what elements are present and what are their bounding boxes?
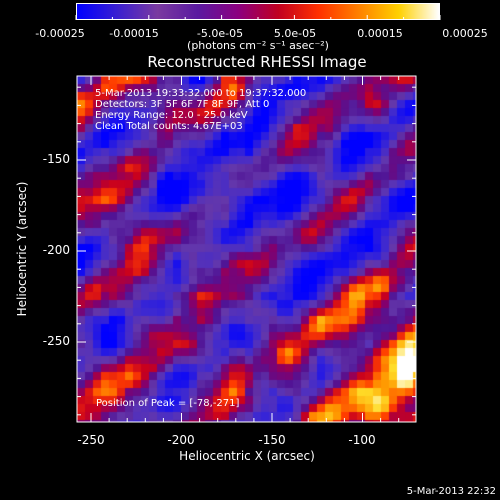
flux-map: [77, 76, 416, 422]
plot-border: [76, 75, 417, 423]
colorbar-label: 5.0e-05: [273, 27, 317, 40]
y-tick-label: -150: [42, 152, 70, 166]
detectors-info: Detectors: 3F 5F 6F 7F 8F 9F, Att 0: [95, 99, 270, 110]
time-range: 5-Mar-2013 19:33:32.000 to 19:37:32.000: [95, 88, 307, 99]
x-tick-label: -250: [77, 433, 105, 447]
energy-range: Energy Range: 12.0 - 25.0 keV: [95, 110, 248, 121]
colorbar-label: -5.0e-05: [196, 27, 244, 40]
colorbar-label: -0.00015: [109, 27, 159, 40]
timestamp-footer: 5-Mar-2013 22:32: [406, 486, 496, 497]
x-tick-label: -100: [348, 433, 376, 447]
rhessi-image: [77, 76, 416, 422]
method-counts: Clean Total counts: 4.67E+03: [95, 121, 243, 132]
x-axis-label: Heliocentric X (arcsec): [179, 449, 315, 463]
image-title: Reconstructed RHESSI Image: [147, 53, 367, 71]
colorbar-label: -0.00025: [35, 27, 85, 40]
y-axis-label: Heliocentric Y (arcsec): [15, 181, 29, 317]
colorbar-label: 0.00025: [442, 27, 488, 40]
colorbar-ticks: [75, 15, 441, 20]
x-tick-label: -150: [258, 433, 286, 447]
peak-position: Position of Peak = [-78,-271]: [96, 398, 240, 409]
colorbar-label: 0.00015: [357, 27, 403, 40]
y-tick-label: -200: [42, 243, 70, 257]
colorbar-units: (photons cm⁻² s⁻¹ asec⁻²): [187, 39, 329, 52]
y-tick-label: -250: [42, 334, 70, 348]
x-tick-label: -200: [167, 433, 195, 447]
